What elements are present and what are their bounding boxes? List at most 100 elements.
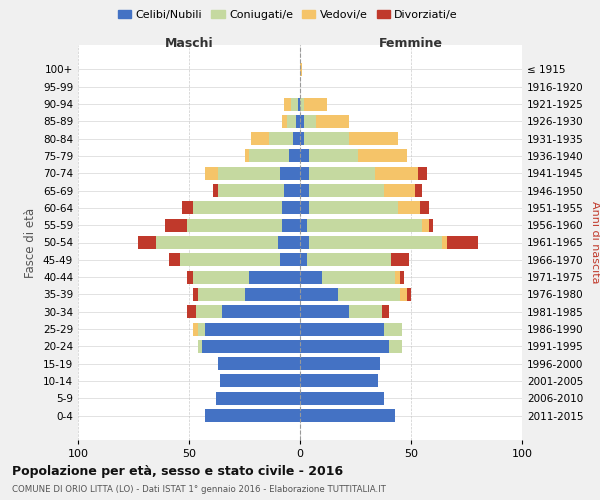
Bar: [218, 167, 280, 180]
Bar: [182, 202, 193, 214]
Bar: [196, 305, 223, 318]
Bar: [300, 374, 378, 388]
Bar: [249, 270, 300, 283]
Y-axis label: Fasce di età: Fasce di età: [25, 208, 37, 278]
Bar: [193, 270, 249, 283]
Bar: [300, 98, 304, 110]
Bar: [307, 254, 391, 266]
Bar: [300, 202, 309, 214]
Bar: [287, 115, 296, 128]
Bar: [309, 236, 442, 249]
Bar: [289, 150, 300, 162]
Bar: [245, 288, 300, 301]
Bar: [282, 115, 287, 128]
Bar: [307, 218, 422, 232]
Bar: [205, 322, 300, 336]
Bar: [218, 184, 284, 197]
Bar: [422, 218, 429, 232]
Bar: [446, 236, 478, 249]
Bar: [415, 184, 422, 197]
Bar: [269, 132, 293, 145]
Bar: [300, 115, 304, 128]
Bar: [385, 322, 402, 336]
Bar: [429, 218, 433, 232]
Bar: [349, 305, 382, 318]
Bar: [316, 115, 349, 128]
Bar: [218, 357, 300, 370]
Bar: [169, 254, 180, 266]
Bar: [278, 236, 300, 249]
Bar: [193, 202, 282, 214]
Bar: [215, 392, 300, 404]
Text: COMUNE DI ORIO LITTA (LO) - Dati ISTAT 1° gennaio 2016 - Elaborazione TUTTITALIA: COMUNE DI ORIO LITTA (LO) - Dati ISTAT 1…: [12, 485, 386, 494]
Bar: [198, 322, 205, 336]
Bar: [300, 340, 389, 353]
Bar: [187, 305, 196, 318]
Bar: [198, 288, 245, 301]
Bar: [300, 409, 395, 422]
Bar: [349, 132, 398, 145]
Bar: [138, 236, 156, 249]
Bar: [164, 218, 187, 232]
Bar: [418, 167, 427, 180]
Bar: [300, 236, 309, 249]
Bar: [300, 184, 309, 197]
Bar: [309, 184, 385, 197]
Bar: [298, 98, 300, 110]
Bar: [214, 184, 218, 197]
Bar: [282, 202, 300, 214]
Bar: [220, 374, 300, 388]
Bar: [300, 392, 385, 404]
Bar: [395, 270, 400, 283]
Bar: [249, 150, 289, 162]
Text: Maschi: Maschi: [164, 38, 214, 51]
Bar: [382, 305, 389, 318]
Bar: [193, 322, 198, 336]
Bar: [300, 322, 385, 336]
Bar: [300, 218, 307, 232]
Bar: [389, 340, 402, 353]
Bar: [284, 98, 291, 110]
Bar: [304, 115, 316, 128]
Bar: [300, 132, 304, 145]
Bar: [400, 288, 407, 301]
Bar: [205, 167, 218, 180]
Text: Femmine: Femmine: [379, 38, 443, 51]
Bar: [198, 340, 202, 353]
Bar: [251, 132, 269, 145]
Bar: [300, 167, 309, 180]
Legend: Celibi/Nubili, Coniugati/e, Vedovi/e, Divorziati/e: Celibi/Nubili, Coniugati/e, Vedovi/e, Di…: [113, 6, 463, 25]
Bar: [358, 150, 407, 162]
Y-axis label: Anni di nascita: Anni di nascita: [590, 201, 600, 284]
Bar: [300, 150, 309, 162]
Bar: [280, 167, 300, 180]
Bar: [293, 132, 300, 145]
Bar: [338, 288, 400, 301]
Bar: [300, 357, 380, 370]
Bar: [205, 409, 300, 422]
Bar: [300, 254, 307, 266]
Bar: [156, 236, 278, 249]
Bar: [291, 98, 298, 110]
Bar: [442, 236, 446, 249]
Bar: [309, 150, 358, 162]
Bar: [322, 270, 395, 283]
Bar: [304, 132, 349, 145]
Bar: [309, 167, 376, 180]
Text: Popolazione per età, sesso e stato civile - 2016: Popolazione per età, sesso e stato civil…: [12, 465, 343, 478]
Bar: [300, 288, 338, 301]
Bar: [400, 270, 404, 283]
Bar: [300, 63, 302, 76]
Bar: [245, 150, 249, 162]
Bar: [300, 305, 349, 318]
Bar: [385, 184, 415, 197]
Bar: [398, 202, 420, 214]
Bar: [193, 288, 198, 301]
Bar: [187, 218, 282, 232]
Bar: [309, 202, 398, 214]
Bar: [407, 288, 411, 301]
Bar: [223, 305, 300, 318]
Bar: [180, 254, 280, 266]
Bar: [202, 340, 300, 353]
Bar: [304, 98, 326, 110]
